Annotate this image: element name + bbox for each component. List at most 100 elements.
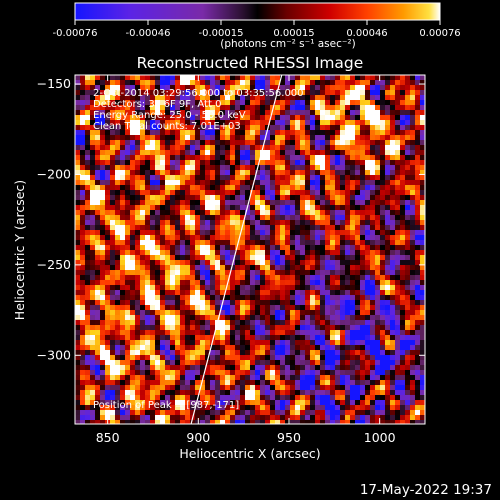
heatmap-cell [390, 125, 395, 130]
heatmap-cell [365, 270, 370, 275]
heatmap-cell [115, 100, 120, 105]
heatmap-cell [420, 170, 425, 175]
heatmap-cell [210, 385, 215, 390]
heatmap-cell [385, 345, 390, 350]
heatmap-cell [390, 195, 395, 200]
heatmap-cell [325, 230, 330, 235]
heatmap-cell [345, 160, 350, 165]
heatmap-cell [420, 265, 425, 270]
heatmap-cell [380, 420, 385, 424]
heatmap-cell [340, 355, 345, 360]
heatmap-cell [335, 175, 340, 180]
heatmap-cell [275, 200, 280, 205]
heatmap-cell [385, 180, 390, 185]
heatmap-cell [120, 175, 125, 180]
heatmap-cell [110, 145, 115, 150]
heatmap-cell [130, 270, 135, 275]
heatmap-cell [225, 165, 230, 170]
heatmap-cell [135, 330, 140, 335]
heatmap-cell [250, 215, 255, 220]
heatmap-cell [100, 255, 105, 260]
heatmap-cell [185, 400, 190, 405]
heatmap-cell [415, 385, 420, 390]
heatmap-cell [205, 415, 210, 420]
heatmap-cell [120, 180, 125, 185]
heatmap-cell [235, 185, 240, 190]
heatmap-cell [420, 230, 425, 235]
heatmap-cell [275, 290, 280, 295]
heatmap-cell [240, 295, 245, 300]
heatmap-cell [80, 390, 85, 395]
heatmap-cell [210, 390, 215, 395]
heatmap-cell [400, 330, 405, 335]
heatmap-cell [110, 405, 115, 410]
heatmap-cell [135, 295, 140, 300]
heatmap-cell [385, 85, 390, 90]
heatmap-cell [265, 400, 270, 405]
heatmap-cell [185, 155, 190, 160]
heatmap-cell [130, 340, 135, 345]
heatmap-cell [190, 110, 195, 115]
heatmap-cell [205, 300, 210, 305]
heatmap-cell [220, 175, 225, 180]
heatmap-cell [155, 300, 160, 305]
heatmap-cell [315, 375, 320, 380]
heatmap-cell [145, 335, 150, 340]
heatmap-cell [90, 105, 95, 110]
heatmap-cell [370, 150, 375, 155]
heatmap-cell [405, 265, 410, 270]
heatmap-cell [170, 140, 175, 145]
heatmap-cell [205, 125, 210, 130]
heatmap-cell [210, 260, 215, 265]
heatmap-cell [185, 395, 190, 400]
heatmap-cell [370, 380, 375, 385]
heatmap-cell [290, 305, 295, 310]
heatmap-cell [260, 190, 265, 195]
heatmap-cell [170, 395, 175, 400]
heatmap-cell [415, 165, 420, 170]
heatmap-cell [375, 155, 380, 160]
heatmap-cell [145, 405, 150, 410]
heatmap-cell [360, 260, 365, 265]
heatmap-cell [380, 385, 385, 390]
heatmap-cell [205, 400, 210, 405]
timestamp: 17-May-2022 19:37 [360, 482, 492, 498]
heatmap-cell [310, 125, 315, 130]
heatmap-cell [350, 215, 355, 220]
heatmap-cell [300, 150, 305, 155]
heatmap-cell [325, 195, 330, 200]
heatmap-cell [105, 210, 110, 215]
heatmap-cell [110, 165, 115, 170]
heatmap-cell [120, 235, 125, 240]
heatmap-cell [290, 275, 295, 280]
heatmap-cell [320, 195, 325, 200]
heatmap-cell [150, 270, 155, 275]
heatmap-cell [110, 240, 115, 245]
heatmap-cell [160, 400, 165, 405]
heatmap-cell [175, 85, 180, 90]
heatmap-cell [175, 305, 180, 310]
heatmap-cell [210, 220, 215, 225]
heatmap-cell [305, 85, 310, 90]
heatmap-cell [400, 140, 405, 145]
heatmap-cell [130, 310, 135, 315]
heatmap-cell [170, 305, 175, 310]
heatmap-cell [175, 105, 180, 110]
heatmap-cell [180, 95, 185, 100]
heatmap-cell [180, 175, 185, 180]
heatmap-cell [120, 165, 125, 170]
heatmap-cell [310, 350, 315, 355]
heatmap-cell [240, 200, 245, 205]
heatmap-cell [225, 135, 230, 140]
heatmap-cell [375, 370, 380, 375]
heatmap-cell [170, 420, 175, 424]
heatmap-cell [230, 265, 235, 270]
heatmap-cell [150, 135, 155, 140]
heatmap-cell [370, 230, 375, 235]
heatmap-cell [115, 90, 120, 95]
heatmap-cell [125, 135, 130, 140]
heatmap-cell [180, 155, 185, 160]
heatmap-cell [200, 240, 205, 245]
heatmap-cell [225, 80, 230, 85]
heatmap-cell [305, 105, 310, 110]
